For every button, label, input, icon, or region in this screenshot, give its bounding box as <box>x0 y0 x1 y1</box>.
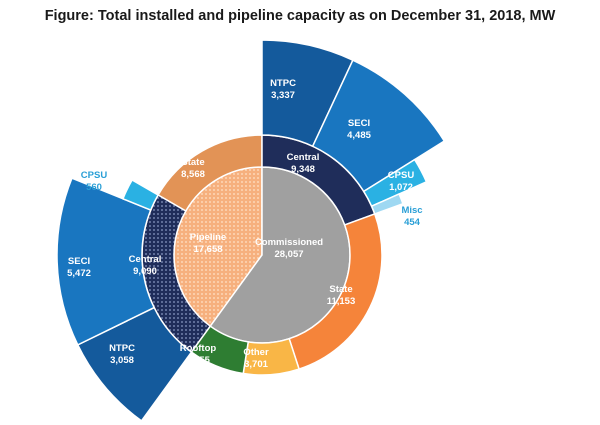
outer-segment-commissioned-misc <box>370 192 404 215</box>
label-pipeline-ntpc: NTPC 3,058 <box>109 343 135 366</box>
label-commissioned: Commissioned 28,057 <box>255 237 323 260</box>
middle-segment-commissioned-rooftop <box>190 325 250 375</box>
label-commissioned-misc: Misc 454 <box>401 205 422 228</box>
label-pipeline-seci: SECI 5,472 <box>67 256 91 279</box>
label-pipeline-state: State 8,568 <box>181 157 205 180</box>
label-commissioned-rooftop: Rooftop 3,855 <box>180 343 217 366</box>
label-commissioned-cpsu: CPSU 1,072 <box>388 170 415 193</box>
chart-title: Figure: Total installed and pipeline cap… <box>44 8 556 24</box>
label-commissioned-central: Central 9,348 <box>287 152 320 175</box>
label-pipeline-cpsu: CPSU 560 <box>81 170 108 193</box>
label-commissioned-other: Other 3,701 <box>243 347 269 370</box>
outer-segment-pipeline-cpsu <box>121 178 160 212</box>
label-commissioned-ntpc: NTPC 3,337 <box>270 78 296 101</box>
outer-segment-commissioned-seci <box>311 59 446 193</box>
label-pipeline-central: Central 9,090 <box>129 254 162 277</box>
label-pipeline: Pipeline 17,658 <box>190 232 226 255</box>
label-commissioned-seci: SECI 4,485 <box>347 118 371 141</box>
outer-segment-pipeline-seci <box>56 177 156 346</box>
label-commissioned-state: State 11,153 <box>327 284 356 307</box>
